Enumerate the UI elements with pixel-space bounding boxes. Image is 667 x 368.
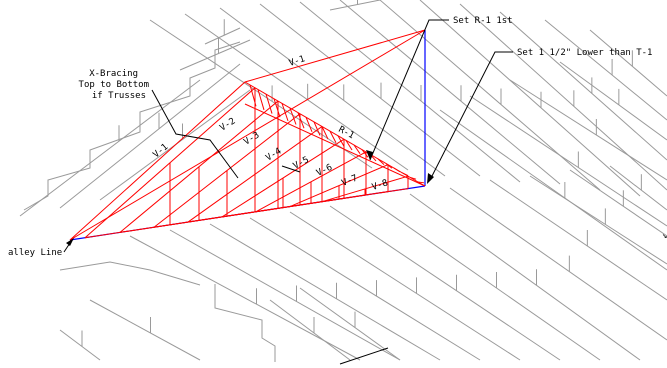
ridge-web	[417, 181, 425, 184]
truss-chord	[59, 63, 241, 209]
frame-top-chord	[221, 138, 345, 218]
truss-chord	[259, 3, 481, 177]
truss-chord	[204, 27, 241, 45]
callout-xbracing-line1: X-Bracing	[89, 69, 138, 79]
truss-chord	[249, 217, 481, 361]
bottom-leader	[339, 347, 389, 365]
truss-chord	[409, 193, 641, 361]
label-v1-top: V-1	[288, 54, 307, 69]
leader-arrowheads	[66, 150, 434, 246]
frame-bottom-chord	[321, 188, 409, 203]
truss-profile-lower-left	[59, 261, 201, 286]
truss-chord	[609, 165, 667, 211]
truss-chord	[469, 95, 667, 227]
truss-chord	[209, 223, 441, 361]
set-r1-arrowhead	[366, 150, 373, 160]
ridge-web	[409, 176, 417, 180]
truss-chord	[459, 3, 667, 191]
callout-set-r1: Set R-1 1st	[453, 16, 513, 26]
truss-chord	[369, 199, 601, 361]
truss-chord	[449, 187, 667, 341]
truss-chord	[149, 19, 373, 169]
truss-chord	[569, 169, 667, 237]
set-r1-leader	[369, 19, 449, 161]
ridge-web	[249, 84, 257, 107]
ridge-web	[265, 93, 273, 114]
set-lower-arrowhead	[427, 173, 434, 184]
truss-chord	[489, 179, 667, 301]
ridge-web	[345, 140, 353, 151]
truss-chord	[379, 0, 601, 191]
ridge-web	[257, 89, 265, 111]
label-v5: V-5	[292, 155, 311, 171]
set-lower-leader	[429, 51, 513, 181]
truss-chord	[559, 61, 667, 141]
label-v8: V-8	[371, 178, 390, 193]
label-v1-left: V-1	[152, 142, 171, 160]
valley-line-arrowhead	[66, 238, 74, 246]
background-trusses	[19, 0, 667, 362]
callout-valley-line: alley Line	[8, 248, 62, 258]
frame-v1-diagonal	[69, 29, 426, 241]
ridge-web	[305, 117, 313, 132]
truss-chord	[329, 0, 381, 11]
truss-chord	[59, 329, 101, 361]
truss-chord	[219, 7, 446, 177]
ridge-web	[289, 107, 297, 125]
truss-chord	[329, 205, 561, 361]
leader-lines	[63, 19, 513, 365]
ridge-web	[401, 172, 409, 176]
truss-profile-bottom	[214, 284, 276, 362]
callout-xbracing-line3: if Trusses	[92, 91, 146, 101]
valley-frames	[69, 29, 426, 241]
ridge-web	[353, 144, 361, 154]
bracing-segment-1	[281, 165, 301, 173]
ridge-web	[321, 126, 329, 140]
ridge-web	[377, 158, 385, 165]
truss-chord	[529, 175, 667, 265]
truss-chord	[184, 13, 409, 171]
truss-chord	[509, 79, 667, 181]
truss-chord	[289, 211, 521, 361]
truss-chord	[299, 1, 521, 183]
ridge-web	[385, 163, 393, 169]
label-v7: V-7	[340, 173, 359, 188]
ridge-web	[337, 135, 345, 147]
callout-set-lower: Set 1 1/2" Lower than T-1	[517, 48, 652, 58]
edge-glyph: ↘	[662, 231, 667, 241]
label-v2: V-2	[218, 116, 237, 133]
label-v6: V-6	[315, 163, 334, 179]
xbracing-leader	[151, 89, 239, 179]
truss-chord	[339, 0, 561, 185]
truss-chord	[589, 29, 667, 97]
ridge-web	[297, 112, 305, 129]
callout-xbracing-line2: Top to Bottom	[79, 80, 149, 90]
label-v3: V-3	[242, 130, 261, 147]
truss-chord	[89, 299, 201, 361]
truss-chord	[439, 109, 667, 271]
truss-chord	[169, 229, 401, 361]
ridge-web	[361, 149, 369, 158]
truss-profile-left	[23, 41, 241, 211]
ridge-web	[273, 98, 281, 118]
ridge-web	[393, 167, 401, 173]
truss-chord	[299, 287, 401, 361]
ridge-web	[329, 130, 337, 143]
truss-chord	[499, 11, 667, 161]
ridge-web	[281, 103, 289, 122]
truss-chord	[419, 0, 641, 197]
truss-chord	[269, 299, 351, 361]
truss-chord	[544, 19, 667, 121]
ridge-web	[313, 121, 321, 136]
